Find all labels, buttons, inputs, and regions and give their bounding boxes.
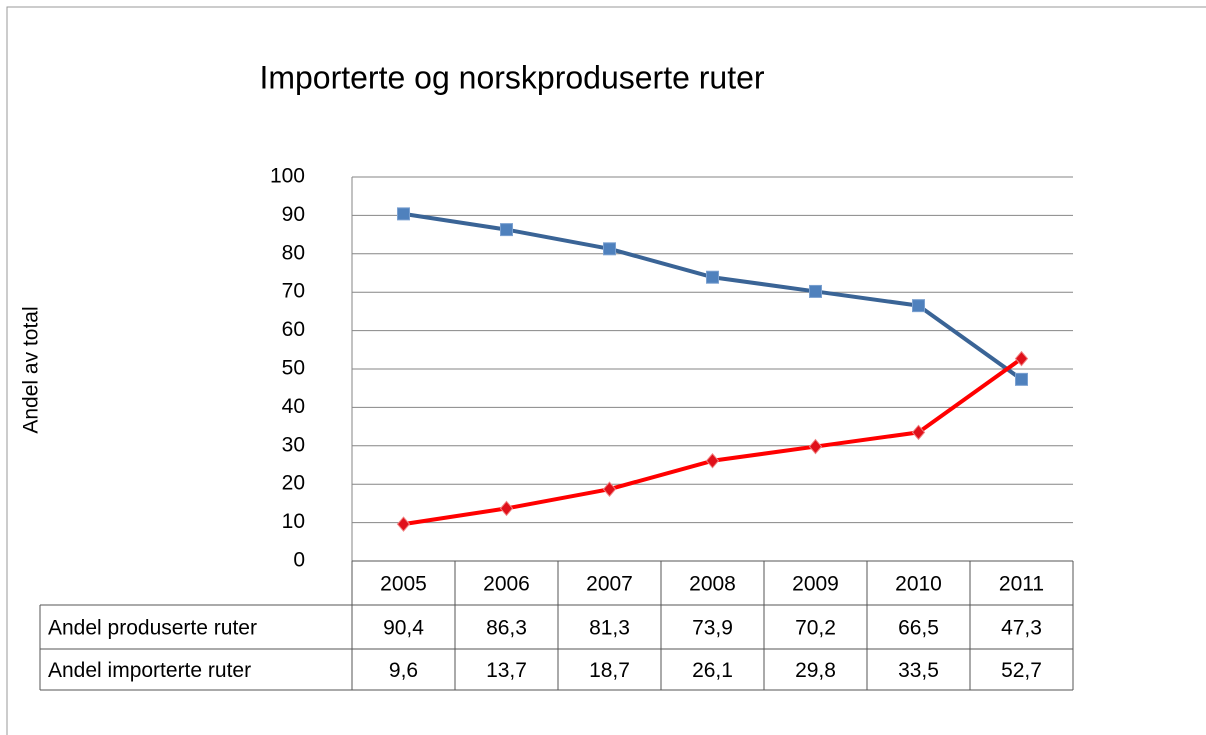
marker bbox=[1015, 372, 1028, 386]
marker bbox=[706, 270, 719, 284]
y-tick-label: 60 bbox=[282, 318, 305, 341]
marker bbox=[911, 424, 926, 441]
legend-label: Andel produserte ruter bbox=[48, 617, 257, 640]
x-tick-label: 2006 bbox=[483, 573, 530, 596]
marker bbox=[602, 481, 617, 497]
marker bbox=[500, 223, 513, 237]
marker bbox=[397, 207, 410, 221]
table-value: 73,9 bbox=[692, 617, 733, 640]
x-tick-label: 2008 bbox=[689, 573, 736, 596]
legend-label: Andel importerte ruter bbox=[48, 659, 251, 682]
x-tick-label: 2010 bbox=[895, 573, 942, 596]
y-tick-label: 0 bbox=[293, 549, 305, 572]
y-tick-label: 80 bbox=[282, 241, 305, 264]
series-line bbox=[403, 211, 1023, 381]
x-tick-label: 2007 bbox=[586, 573, 633, 596]
y-tick-label: 100 bbox=[270, 165, 305, 188]
marker bbox=[808, 438, 823, 455]
y-tick-label: 70 bbox=[282, 280, 305, 303]
y-tick-label: 20 bbox=[282, 472, 305, 495]
table-value: 70,2 bbox=[795, 617, 836, 640]
table-value: 13,7 bbox=[486, 659, 527, 682]
marker bbox=[705, 453, 720, 469]
marker bbox=[603, 242, 616, 256]
table-value: 33,5 bbox=[898, 659, 939, 682]
chart-frame bbox=[6, 6, 1206, 735]
x-tick-label: 2011 bbox=[999, 573, 1044, 596]
table-value: 47,3 bbox=[1001, 617, 1042, 640]
table-value: 66,5 bbox=[898, 617, 939, 640]
y-tick-label: 10 bbox=[282, 510, 305, 533]
marker bbox=[1014, 350, 1029, 367]
marker bbox=[912, 299, 925, 313]
table-value: 9,6 bbox=[389, 659, 418, 682]
marker bbox=[396, 516, 411, 532]
y-axis-label: Andel av total bbox=[20, 306, 43, 433]
y-tick-label: 50 bbox=[282, 357, 305, 380]
x-tick-label: 2009 bbox=[792, 573, 839, 596]
table-value: 90,4 bbox=[383, 617, 424, 640]
table-value: 81,3 bbox=[589, 617, 630, 640]
series-line bbox=[403, 357, 1023, 527]
x-tick-label: 2005 bbox=[380, 573, 427, 596]
chart-title: Importerte og norskproduserte ruter bbox=[259, 59, 764, 95]
y-tick-label: 90 bbox=[282, 203, 305, 226]
table-value: 18,7 bbox=[589, 659, 630, 682]
marker bbox=[499, 500, 514, 517]
y-tick-label: 40 bbox=[282, 395, 305, 418]
table-value: 52,7 bbox=[1001, 659, 1042, 682]
marker bbox=[809, 284, 822, 298]
y-tick-label: 30 bbox=[282, 433, 305, 456]
table-value: 86,3 bbox=[486, 617, 527, 640]
table-value: 26,1 bbox=[692, 659, 733, 682]
table-value: 29,8 bbox=[795, 659, 836, 682]
